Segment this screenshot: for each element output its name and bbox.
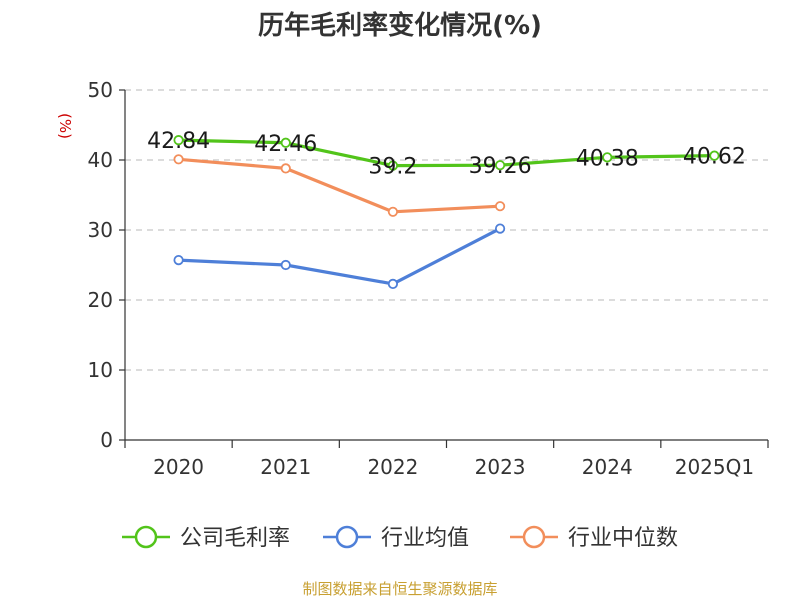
data-point[interactable]	[494, 201, 506, 212]
data-point[interactable]	[173, 154, 184, 165]
x-tick-label: 2020	[153, 455, 204, 479]
data-label: 40.62	[683, 145, 746, 170]
y-tick-label: 10	[88, 358, 113, 382]
x-tick-label: 2023	[475, 455, 526, 479]
legend-item-0[interactable]: 公司毛利率	[122, 525, 290, 551]
x-tick-label: 2024	[582, 455, 633, 479]
chart-title: 历年毛利率变化情况(%)	[258, 10, 542, 41]
series-line	[176, 227, 502, 286]
y-tick-label: 20	[88, 288, 113, 312]
legend-item-1[interactable]: 行业均值	[323, 525, 469, 551]
y-tick-label: 40	[88, 148, 113, 172]
series-2	[173, 154, 506, 217]
legend: 公司毛利率 行业均值 行业中位数	[122, 525, 678, 551]
data-point[interactable]	[280, 137, 291, 148]
series-1	[173, 223, 506, 289]
data-point[interactable]	[387, 160, 399, 171]
data-point[interactable]	[387, 278, 399, 289]
grid-lines	[125, 89, 768, 371]
data-labels: 42.84 42.46 39.2 39.26 40.38 40.62	[147, 129, 746, 179]
data-point[interactable]	[173, 135, 184, 146]
y-tick-label: 50	[88, 78, 113, 102]
data-point[interactable]	[280, 163, 291, 174]
legend-marker-icon	[335, 525, 359, 549]
legend-marker-icon	[522, 525, 546, 549]
y-axis-unit-label: (%)	[56, 113, 74, 139]
x-tick-label: 2021	[260, 455, 311, 479]
y-tick-label: 30	[88, 218, 113, 242]
axes: 0 10 20 30 40 50 2020 2021 2022 2023 2024 2025Q1	[88, 78, 769, 479]
data-point[interactable]	[709, 150, 720, 161]
data-label: 40.38	[576, 146, 639, 171]
data-label: 42.46	[254, 132, 317, 157]
x-tick-label: 2025Q1	[675, 455, 754, 479]
source-footnote: 制图数据来自恒生聚源数据库	[302, 580, 497, 598]
data-point[interactable]	[494, 223, 506, 234]
series-lines	[173, 135, 720, 289]
data-point[interactable]	[173, 255, 184, 266]
data-point[interactable]	[602, 152, 613, 163]
data-label: 39.26	[469, 154, 532, 179]
series-0	[173, 135, 720, 171]
data-label: 39.2	[368, 155, 417, 180]
data-point[interactable]	[387, 206, 399, 217]
legend-label: 公司毛利率	[180, 526, 290, 551]
data-label: 42.84	[147, 129, 210, 154]
x-tick-label: 2022	[367, 455, 418, 479]
data-point[interactable]	[494, 160, 506, 171]
y-tick-label: 0	[100, 428, 113, 452]
series-line	[176, 157, 502, 214]
data-point[interactable]	[280, 259, 291, 271]
series-line	[176, 138, 717, 168]
legend-label: 行业中位数	[568, 526, 678, 551]
legend-marker-icon	[134, 525, 158, 549]
legend-item-2[interactable]: 行业中位数	[510, 525, 678, 551]
legend-label: 行业均值	[381, 526, 469, 551]
